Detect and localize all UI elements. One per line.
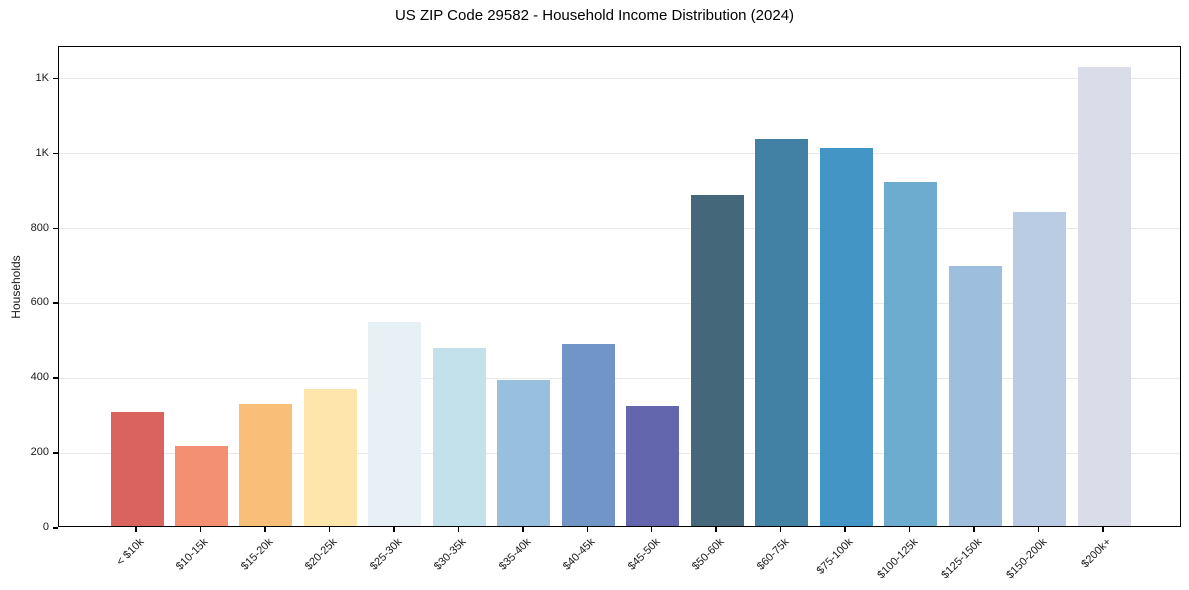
x-tick-mark — [973, 527, 975, 532]
bar-25-30k — [368, 322, 422, 526]
x-tick-mark — [908, 527, 911, 532]
bar-15-20k — [239, 404, 293, 526]
bar-10k — [110, 411, 164, 526]
bar-50-60k — [690, 194, 744, 526]
x-tick-mark — [844, 527, 846, 532]
y-tick-mark — [53, 377, 58, 379]
x-tick-mark — [1102, 527, 1104, 532]
y-tick-label: 200 — [30, 446, 49, 459]
x-tick-mark — [586, 527, 589, 532]
y-tick-label: 0 — [42, 521, 49, 533]
bar-20-25k — [303, 389, 357, 526]
y-tick-label: 1K — [35, 71, 49, 84]
y-tick-mark — [53, 527, 58, 529]
y-axis-label: Households — [9, 255, 23, 319]
bar-10-15k — [174, 445, 228, 526]
x-tick-mark — [457, 527, 460, 532]
bar-125-150k — [948, 265, 1002, 526]
x-tick-label: < $10k — [114, 536, 147, 569]
gridline — [59, 452, 1180, 454]
gridline — [59, 377, 1180, 379]
bar-200k+ — [1077, 67, 1131, 526]
plot-area — [58, 46, 1181, 527]
y-tick-label: 600 — [30, 296, 49, 309]
bar-45-50k — [626, 406, 680, 526]
y-tick-label: 1K — [35, 146, 49, 159]
bar-75-100k — [819, 147, 873, 526]
x-tick-mark — [328, 527, 331, 532]
bar-35-40k — [497, 380, 551, 526]
gridline — [59, 302, 1180, 304]
gridline — [59, 228, 1180, 230]
x-tick-mark — [393, 527, 395, 532]
y-tick-mark — [53, 152, 58, 155]
y-tick-mark — [53, 77, 58, 80]
y-tick-label: 800 — [30, 221, 49, 234]
bar-60-75k — [755, 138, 809, 526]
gridline — [59, 78, 1180, 80]
bar-150-200k — [1013, 211, 1067, 526]
bar-30-35k — [432, 348, 486, 526]
y-tick-mark — [53, 302, 58, 304]
bar-100-125k — [884, 181, 938, 526]
x-tick-mark — [199, 527, 202, 532]
chart-title: US ZIP Code 29582 - Household Income Dis… — [394, 7, 795, 24]
y-tick-label: 400 — [30, 371, 49, 384]
bar-40-45k — [561, 344, 615, 526]
x-tick-mark — [522, 527, 524, 532]
gridline — [59, 153, 1180, 155]
x-tick-mark — [264, 527, 266, 532]
y-tick-mark — [53, 452, 58, 454]
x-tick-mark — [135, 527, 137, 532]
x-tick-mark — [779, 527, 782, 532]
y-tick-mark — [53, 227, 58, 230]
x-tick-mark — [1037, 527, 1040, 532]
x-tick-mark — [715, 527, 717, 532]
x-tick-mark — [650, 527, 653, 532]
